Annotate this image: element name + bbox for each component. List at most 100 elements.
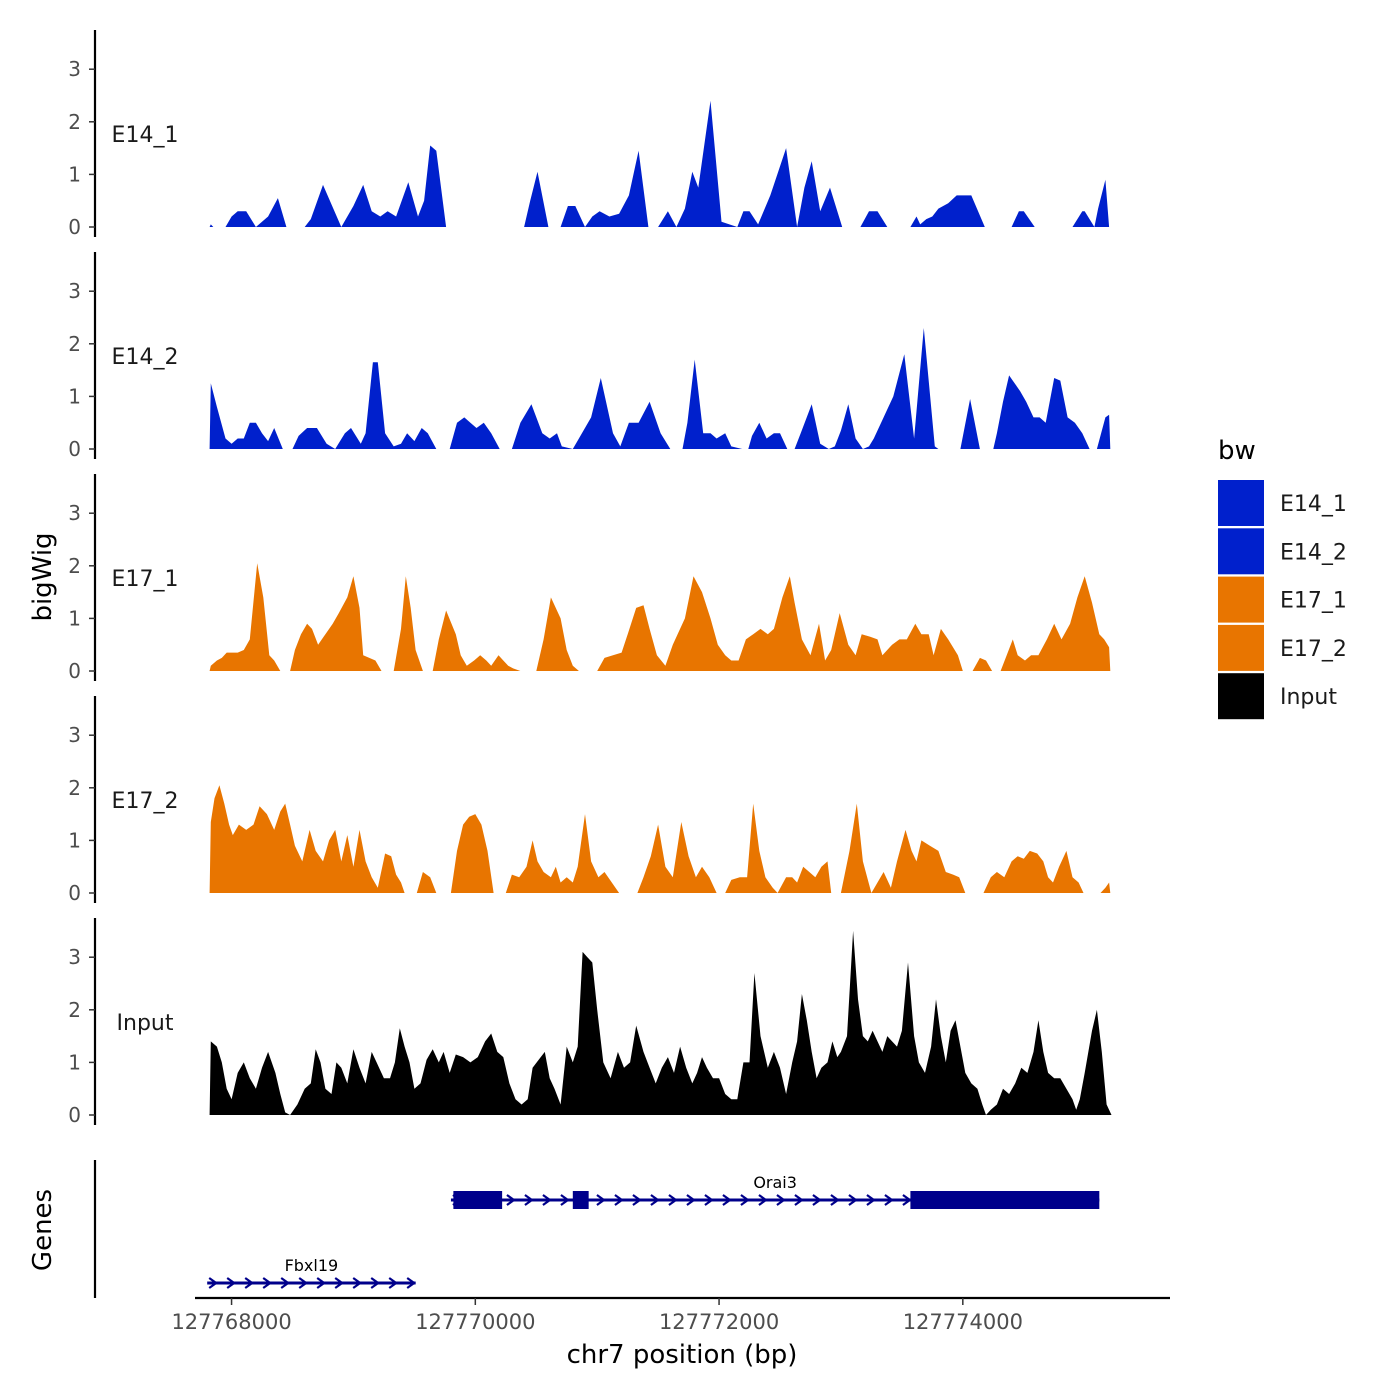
strand-arrow [776,1194,786,1206]
strand-arrow [298,1277,309,1289]
track-label: E14_2 [112,345,179,370]
signal-tracks: 0 1 2 3 E14_1 0 1 2 3 E14_2 0 1 2 3 E17_1 0 1 2 3 E17_2 0 1 2 3… [68,30,1112,1127]
strand-arrow [352,1277,363,1289]
y-tick-label: 2 [68,776,81,800]
strand-arrow [830,1194,840,1206]
strand-arrow [388,1277,399,1289]
strand-arrow [524,1194,534,1206]
legend-swatch [1218,576,1264,623]
strand-arrow [704,1194,714,1206]
signal-area-e14_2 [209,328,1111,449]
legend-swatch [1218,528,1264,575]
strand-arrow [596,1194,606,1206]
track-e14_1: 0 1 2 3 E14_1 [68,30,1110,239]
x-axis: 127768000 127770000 127772000 127774000 [171,1296,1170,1334]
track-e14_2: 0 1 2 3 E14_2 [68,252,1111,461]
exon [572,1191,589,1209]
legend-label: E17_1 [1280,589,1347,614]
y-tick-label: 3 [68,279,81,303]
exon [453,1191,503,1209]
track-label: Input [117,1011,174,1036]
y-axis-title: bigWig [28,532,58,621]
strand-arrow [316,1277,327,1289]
y-tick-label: 2 [68,998,81,1022]
x-tick-label: 127770000 [415,1310,535,1334]
x-tick-label: 127774000 [903,1310,1023,1334]
y-tick-label: 0 [68,1103,81,1127]
y-tick-label: 0 [68,437,81,461]
track-e17_1: 0 1 2 3 E17_1 [68,474,1111,683]
strand-arrow [226,1277,237,1289]
strand-arrow [632,1194,642,1206]
legend-swatch [1218,624,1264,671]
track-label: E17_2 [112,789,179,814]
strand-arrow [668,1194,678,1206]
gene-orai3: Orai3 [450,1173,1100,1209]
y-tick-label: 1 [68,384,81,408]
strand-arrow [812,1194,822,1206]
track-input: 0 1 2 3 Input [68,918,1112,1127]
strand-arrow [370,1277,381,1289]
y-tick-label: 1 [68,606,81,630]
strand-arrow [848,1194,858,1206]
strand-arrow [208,1277,219,1289]
strand-arrow [740,1194,750,1206]
legend-swatch [1218,480,1264,526]
strand-arrow [560,1194,570,1206]
exon [910,1191,1100,1209]
y-tick-label: 3 [68,57,81,81]
legend-label: E14_2 [1280,540,1347,565]
genes-panel-title: Genes [28,1189,58,1271]
strand-arrow [884,1194,894,1206]
x-tick-label: 127772000 [659,1310,779,1334]
track-label: E17_1 [112,567,179,592]
signal-area-e17_1 [209,563,1111,671]
strand-arrow [686,1194,696,1206]
signal-area-input [209,930,1112,1115]
signal-area-e17_2 [209,785,1111,893]
y-tick-label: 2 [68,332,81,356]
gene-fbxl19: Fbxl19 [207,1256,417,1289]
y-tick-label: 3 [68,501,81,525]
y-tick-label: 2 [68,554,81,578]
legend-label: E17_2 [1280,637,1347,662]
legend: bw E14_1 E14_2 E17_1 E17_2 Input [1218,436,1347,720]
strand-arrow [406,1277,417,1289]
y-tick-label: 0 [68,215,81,239]
y-tick-label: 2 [68,110,81,134]
strand-arrow [280,1277,291,1289]
track-label: E14_1 [112,123,179,148]
y-tick-label: 1 [68,828,81,852]
y-tick-label: 0 [68,881,81,905]
strand-arrow [244,1277,255,1289]
gene-label: Fbxl19 [285,1256,339,1275]
legend-swatch [1218,673,1264,720]
y-tick-label: 1 [68,162,81,186]
y-tick-label: 1 [68,1050,81,1074]
genes-panel: Orai3 Fbxl19 [93,1160,1100,1298]
signal-area-e14_1 [209,100,1110,227]
strand-arrow [902,1194,912,1206]
strand-arrow [794,1194,804,1206]
y-tick-label: 0 [68,659,81,683]
strand-arrow [866,1194,876,1206]
strand-arrow [542,1194,552,1206]
y-tick-label: 3 [68,945,81,969]
legend-title: bw [1218,436,1256,466]
strand-arrow [758,1194,768,1206]
legend-label: E14_1 [1280,492,1347,517]
strand-arrow [262,1277,273,1289]
strand-arrow [614,1194,624,1206]
strand-arrow [650,1194,660,1206]
legend-label: Input [1280,685,1337,710]
track-e17_2: 0 1 2 3 E17_2 [68,696,1111,905]
y-tick-label: 3 [68,723,81,747]
strand-arrow [506,1194,516,1206]
gene-label: Orai3 [753,1173,797,1192]
x-tick-label: 127768000 [171,1310,291,1334]
strand-arrow [722,1194,732,1206]
x-axis-title: chr7 position (bp) [567,1340,798,1370]
strand-arrow [334,1277,345,1289]
